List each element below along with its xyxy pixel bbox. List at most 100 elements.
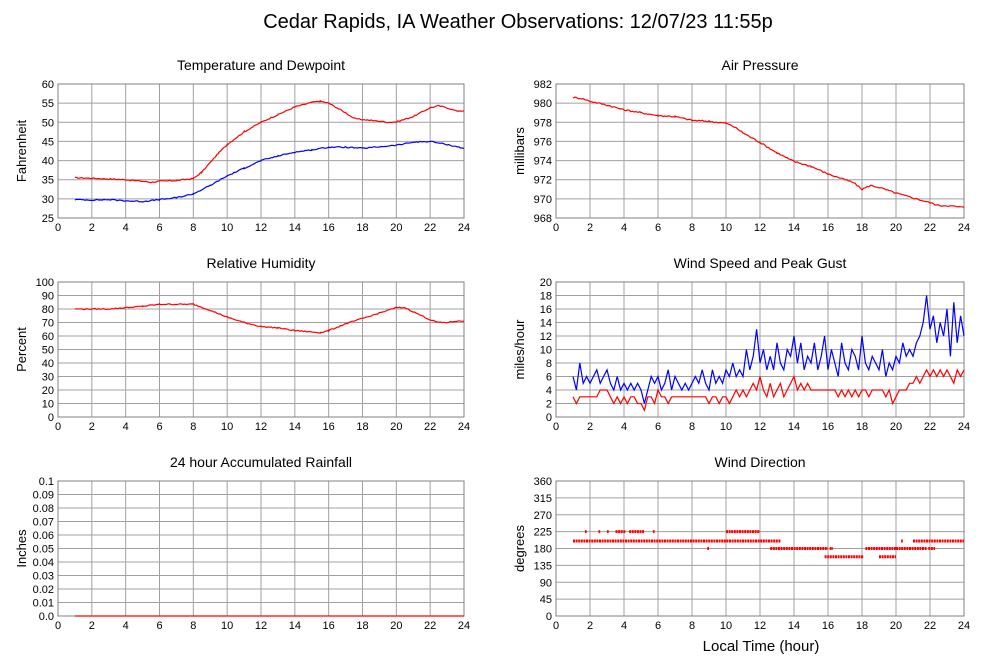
- x-tick-label: 8: [190, 222, 196, 234]
- chart-title-humidity: Relative Humidity: [207, 255, 316, 271]
- x-tick-label: 0: [553, 222, 559, 234]
- plot-frame: [57, 281, 465, 418]
- x-tick-label: 14: [788, 620, 800, 632]
- chart-title-wind: Wind Speed and Peak Gust: [674, 255, 847, 271]
- x-tick-label: 8: [689, 421, 695, 433]
- y-tick-label: 16: [540, 304, 552, 316]
- plot-frame: [555, 83, 965, 219]
- y-tick-label: 10: [42, 399, 54, 411]
- y-tick-label: 0.05: [33, 544, 54, 556]
- x-tick-label: 18: [356, 421, 368, 433]
- y-tick-label: 50: [42, 117, 54, 129]
- y-axis-label-direction: degrees: [512, 525, 527, 572]
- x-tick-label: 8: [190, 620, 196, 632]
- y-tick-label: 20: [42, 385, 54, 397]
- x-tick-label: 14: [289, 620, 301, 632]
- x-tick-label: 6: [655, 222, 661, 234]
- x-tick-label: 4: [123, 222, 129, 234]
- series-line-blue: [572, 295, 965, 404]
- y-tick-label: 0.01: [33, 598, 54, 610]
- x-tick-label: 6: [156, 421, 162, 433]
- y-tick-label: 35: [42, 175, 54, 187]
- x-tick-label: 24: [958, 421, 970, 433]
- x-tick-label: 4: [621, 222, 627, 234]
- y-tick-label: 180: [534, 544, 552, 556]
- y-tick-label: 30: [42, 194, 54, 206]
- x-tick-label: 10: [221, 222, 233, 234]
- x-tick-label: 2: [89, 421, 95, 433]
- y-tick-label: 135: [534, 560, 552, 572]
- x-tick-label: 0: [55, 421, 61, 433]
- series-line-red: [572, 96, 965, 209]
- y-tick-label: 55: [42, 98, 54, 110]
- y-tick-label: 60: [42, 79, 54, 91]
- y-tick-label: 982: [534, 79, 552, 91]
- y-tick-label: 0: [546, 611, 552, 623]
- y-tick-label: 315: [534, 493, 552, 505]
- x-tick-label: 8: [689, 222, 695, 234]
- x-tick-label: 6: [655, 421, 661, 433]
- series-line-red: [572, 368, 965, 413]
- x-tick-label: 20: [890, 421, 902, 433]
- series-line-blue: [74, 140, 465, 203]
- x-tick-label: 0: [55, 222, 61, 234]
- x-tick-label: 16: [323, 620, 335, 632]
- y-tick-label: 0.0: [39, 611, 54, 623]
- x-tick-label: 4: [123, 421, 129, 433]
- y-tick-label: 978: [534, 117, 552, 129]
- y-tick-label: 70: [42, 318, 54, 330]
- series-line-red: [74, 99, 465, 184]
- x-tick-label: 10: [720, 421, 732, 433]
- x-tick-label: 12: [754, 421, 766, 433]
- x-tick-label: 14: [289, 421, 301, 433]
- x-tick-label: 8: [190, 421, 196, 433]
- x-tick-label: 12: [754, 620, 766, 632]
- y-tick-label: 0.09: [33, 490, 54, 502]
- y-tick-label: 968: [534, 213, 552, 225]
- x-tick-label: 24: [958, 620, 970, 632]
- x-tick-label: 18: [856, 222, 868, 234]
- x-tick-label: 24: [458, 421, 470, 433]
- x-tick-label: 0: [553, 620, 559, 632]
- y-tick-label: 45: [42, 136, 54, 148]
- y-tick-label: 20: [540, 277, 552, 289]
- x-tick-label: 10: [720, 222, 732, 234]
- y-tick-label: 90: [540, 577, 552, 589]
- x-tick-label: 16: [822, 620, 834, 632]
- y-tick-label: 50: [42, 345, 54, 357]
- x-tick-label: 18: [356, 620, 368, 632]
- y-tick-label: 0.08: [33, 503, 54, 515]
- x-tick-label: 14: [788, 421, 800, 433]
- x-tick-label: 2: [587, 421, 593, 433]
- y-tick-label: 30: [42, 372, 54, 384]
- x-tick-label: 8: [689, 620, 695, 632]
- plot-frame: [57, 83, 465, 219]
- y-tick-label: 4: [546, 385, 552, 397]
- chart-title-direction: Wind Direction: [714, 454, 805, 470]
- x-tick-label: 24: [458, 222, 470, 234]
- x-tick-label: 12: [255, 222, 267, 234]
- x-tick-label: 16: [822, 222, 834, 234]
- x-tick-label: 20: [890, 222, 902, 234]
- x-tick-label: 10: [720, 620, 732, 632]
- y-tick-label: 10: [540, 345, 552, 357]
- series-line-red: [74, 302, 465, 334]
- x-tick-label: 10: [221, 421, 233, 433]
- y-tick-label: 0.02: [33, 584, 54, 596]
- x-tick-label: 4: [621, 620, 627, 632]
- plot-frame: [555, 480, 965, 617]
- x-tick-label: 18: [856, 620, 868, 632]
- y-tick-label: 60: [42, 331, 54, 343]
- y-tick-label: 8: [546, 358, 552, 370]
- y-tick-label: 12: [540, 331, 552, 343]
- x-tick-label: 10: [221, 620, 233, 632]
- y-tick-label: 0.06: [33, 530, 54, 542]
- x-tick-label: 18: [856, 421, 868, 433]
- y-tick-label: 0.1: [39, 476, 54, 488]
- x-tick-label: 18: [356, 222, 368, 234]
